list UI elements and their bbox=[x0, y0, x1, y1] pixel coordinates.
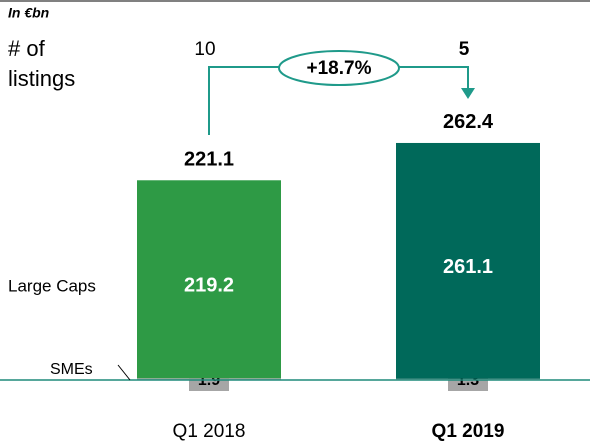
leader-line bbox=[117, 364, 131, 381]
growth-label: +18.7% bbox=[307, 58, 372, 79]
bar-value-label: 219.2 bbox=[184, 275, 234, 297]
connector-arrow bbox=[461, 88, 475, 99]
x-tick-label: Q1 2018 bbox=[173, 421, 246, 442]
growth-ellipse bbox=[278, 50, 400, 86]
bar-segment bbox=[137, 180, 281, 379]
listings-label: # of listings bbox=[8, 36, 76, 91]
listings-value: 10 bbox=[194, 39, 215, 60]
total-label: 221.1 bbox=[184, 149, 234, 171]
total-label: 262.4 bbox=[443, 111, 494, 133]
series-label: Large Caps bbox=[8, 276, 96, 295]
listings-value: 5 bbox=[459, 39, 470, 60]
x-tick-label: Q1 2019 bbox=[432, 421, 505, 442]
bar-value-label: 261.1 bbox=[443, 256, 493, 278]
bar-segment bbox=[396, 142, 540, 379]
unit-label: In €bn bbox=[8, 5, 49, 21]
series-label: SMEs bbox=[50, 361, 93, 378]
